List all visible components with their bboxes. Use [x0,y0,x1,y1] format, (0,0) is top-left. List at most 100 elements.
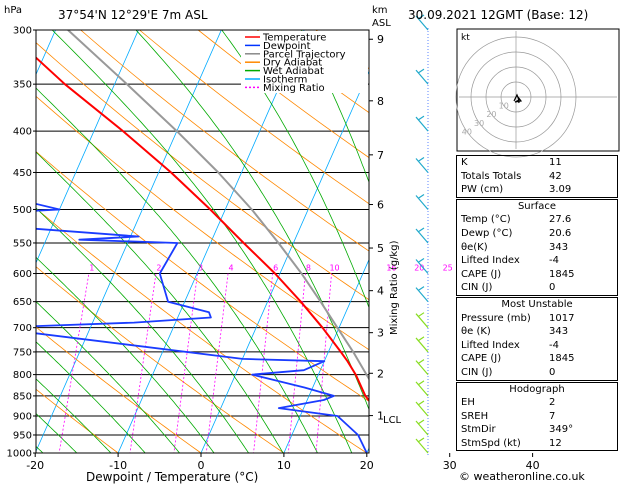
k-index-label: K [461,157,468,168]
mixing-ratio-line [58,273,90,453]
index-row: StmSpd (kt) 12 [457,437,617,451]
most-unstable-box: Most Unstable Pressure (mb) 1017 θe (K) 343… [456,296,618,381]
dry-adiabat-line [80,30,369,252]
pressure-tick-label: 550 [13,238,32,249]
mixing-ratio-line [129,273,157,453]
hodograph-title: Hodograph [509,383,565,395]
wet-adiabat-line [36,87,318,453]
mixing-ratio-line [315,273,332,453]
temperature-tick-label: 10 [277,459,291,472]
dry-adiabat-line [36,95,369,351]
wind-barb-icon [415,68,429,85]
legend-label: Wet Adiabat [263,66,324,77]
temperature-tick-label: -20 [26,459,44,472]
pressure-tick-label: 1000 [7,449,32,460]
dry-adiabat-line [36,42,369,301]
pw-label: PW (cm) [461,184,504,196]
wind-barb-icon [415,156,429,173]
mixing-ratio-line [173,273,198,453]
index-row: Lifted Index -4 [457,339,617,353]
index-row: CIN (J) 0 [457,366,617,380]
mixing-ratio-label: 20 [414,264,424,273]
hodograph-ring-label: 20 [486,110,496,119]
wind-barb-icon [415,115,429,132]
wind-barb-icon [415,359,429,375]
dry-adiabat-line [138,30,369,205]
index-value: 12 [549,437,562,449]
mixing-ratio-label: 10 [329,264,339,273]
dry-adiabat-line [197,30,369,159]
index-row: EH 2 [457,396,617,410]
pressure-tick-label: 350 [13,80,32,91]
index-label: CIN (J) [461,282,493,294]
indices-panel: K 11 Totals Totals 42 PW (cm) 3.09 Surface … [456,155,618,452]
mixing-ratio-line [436,274,445,471]
pressure-tick-label: 950 [13,430,32,441]
index-value: 0 [549,282,556,294]
wind-barb-icon [415,14,429,31]
dewpoint-line [36,202,368,453]
index-value: 27.6 [549,214,572,226]
temperature-line [36,56,369,403]
legend-label: Isotherm [263,75,307,86]
index-row: Lifted Index -4 [457,254,617,268]
index-value: 343 [549,241,569,253]
hodograph-ring-label: 40 [462,127,472,136]
index-label: Dewp (°C) [461,227,513,239]
wind-barb-icon [415,258,429,274]
km-tick-label: 8 [377,95,384,108]
wind-barb-icon [415,437,429,454]
wet-adiabat-line [36,301,181,453]
legend-label: Dewpoint [263,41,311,52]
pw-row: PW (cm) 3.09 [457,183,617,197]
wind-barb-icon [415,380,429,397]
wind-barb-icon [415,400,429,417]
legend-box [241,31,368,93]
km-tick-label: 4 [377,285,384,298]
index-label: StmDir [461,424,496,436]
wet-adiabat-line [300,30,369,184]
wet-adiabat-line [36,151,284,453]
surface-box: Surface Temp (°C) 27.6 Dewp (°C) 20.6 θe(K) 3… [456,198,618,296]
location-label: 37°54'N 12°29'E 7m ASL [58,8,208,22]
index-row: SREH 7 [457,410,617,424]
isotherm-line [36,30,222,453]
temperature-tick-label: 20 [360,459,374,472]
stability-indices-box: K 11 Totals Totals 42 PW (cm) 3.09 [456,155,618,198]
pressure-tick-label: 750 [13,347,32,358]
pressure-tick-label: 300 [13,26,32,37]
legend-label: Dry Adiabat [263,58,322,69]
hodograph-kt-label: kt [461,33,470,43]
pressure-tick-label: 800 [13,370,32,381]
index-value: -4 [549,255,559,267]
mixing-ratio-line [253,273,274,453]
wet-adiabat-line [221,30,369,309]
hodograph-ring-label: 10 [499,102,509,111]
temperature-tick-label: 40 [526,459,540,472]
wind-barb-icon [415,336,429,353]
most-unstable-rows: Pressure (mb) 1017 θe (K) 343 Lifted Index -4… [457,312,617,380]
index-label: θe(K) [461,241,488,253]
index-label: θe (K) [461,326,491,338]
mixing-ratio-label: 2 [156,264,161,273]
pw-value: 3.09 [549,184,572,196]
index-value: 2 [549,397,556,409]
wet-adiabat-line [36,378,112,453]
isotherm-line [36,30,139,264]
dry-adiabat-line [36,207,368,453]
mixing-ratio-line [287,273,306,453]
km-tick-label: 9 [377,33,384,46]
mixing-ratio-label: 8 [306,264,311,273]
index-label: StmSpd (kt) [461,437,521,449]
temperature-tick-label: 0 [198,459,205,472]
index-row: CIN (J) 0 [457,281,617,295]
index-row: CAPE (J) 1845 [457,352,617,366]
km-tick-label: 7 [377,149,384,162]
index-row: θe(K) 343 [457,241,617,255]
index-label: CAPE (J) [461,353,502,365]
index-row: Pressure (mb) 1017 [457,312,617,326]
hodograph-trace [513,93,523,104]
index-value: 343 [549,326,569,338]
mixing-ratio-label: 4 [229,264,234,273]
surface-title: Surface [517,200,557,212]
